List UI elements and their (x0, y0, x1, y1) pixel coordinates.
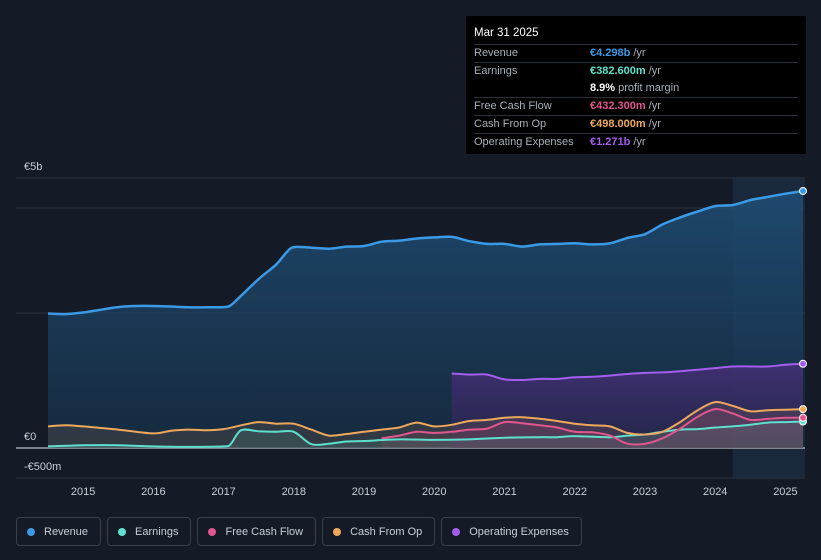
legend-label: Operating Expenses (469, 525, 569, 538)
tooltip-row: Revenue €4.298b/yr (474, 44, 798, 62)
tooltip-row-value: 8.9% (590, 82, 616, 94)
legend-dot-icon (333, 527, 342, 536)
y-label-top: €5b (24, 161, 42, 173)
legend-item-earnings[interactable]: Earnings (107, 517, 192, 546)
tooltip-row-value: €382.600m (590, 65, 646, 77)
legend: Revenue Earnings Free Cash Flow Cash From O… (16, 517, 582, 546)
tooltip-row-label: Earnings (474, 65, 518, 77)
x-tick-label: 2017 (211, 486, 235, 498)
legend-dot-icon (452, 527, 461, 536)
tooltip-row: Cash From Op €498.000m/yr (474, 115, 798, 133)
chart-area: €5b €0 -€500m 2015 2016 2017 2018 2019 2020 20… (16, 161, 807, 498)
end-dot-revenue (799, 186, 807, 195)
tooltip-row: 8.9% profit margin (474, 80, 798, 97)
y-label-zero: €0 (24, 431, 36, 443)
tooltip-row-value: €432.300m (590, 100, 646, 112)
tooltip-row-value: €1.271b (590, 136, 631, 148)
area-earnings (48, 421, 803, 448)
tooltip-row-label: Operating Expenses (474, 136, 574, 148)
tooltip-date: Mar 31 2025 (474, 27, 539, 39)
tooltip-row-unit: /yr (633, 136, 646, 148)
tooltip-row: Earnings €382.600m/yr (474, 62, 798, 80)
x-tick-label: 2025 (773, 486, 797, 498)
tooltip-row-label: Free Cash Flow (474, 100, 552, 112)
tooltip-row-label: Cash From Op (474, 118, 547, 130)
x-tick-label: 2023 (633, 486, 657, 498)
legend-item-revenue[interactable]: Revenue (16, 517, 102, 546)
end-dot-operating-expenses (799, 359, 807, 368)
tooltip-row-unit: /yr (648, 100, 661, 112)
legend-dot-icon (118, 527, 127, 536)
tooltip-row-unit: /yr (648, 118, 661, 130)
tooltip-row-unit: profit margin (618, 82, 680, 94)
x-tick-label: 2015 (71, 486, 95, 498)
tooltip-row: Operating Expenses €1.271b/yr (474, 133, 798, 151)
line-free-cash-flow (381, 408, 804, 446)
tooltip-row-unit: /yr (648, 65, 661, 77)
line-earnings (47, 420, 804, 448)
end-dot-cash-from-op (799, 405, 807, 414)
legend-dot-icon (27, 527, 35, 536)
legend-dot-icon (208, 527, 217, 536)
x-tick-label: 2024 (703, 486, 727, 498)
x-tick-label: 2016 (141, 486, 165, 498)
tooltip-row-label: Revenue (474, 47, 519, 59)
legend-label: Cash From Op (350, 525, 423, 538)
x-tick-label: 2021 (492, 486, 516, 498)
legend-label: Revenue (44, 525, 89, 538)
x-tick-label: 2019 (352, 486, 376, 498)
legend-label: Free Cash Flow (225, 525, 304, 538)
legend-item-operating-expenses[interactable]: Operating Expenses (441, 517, 582, 546)
line-operating-expenses (451, 362, 804, 382)
tooltip-row-value: €498.000m (590, 118, 646, 130)
x-tick-label: 2018 (282, 486, 306, 498)
tooltip-panel: Mar 31 2025 Revenue €4.298b/yr Earnings €38… (466, 16, 806, 154)
legend-label: Earnings (135, 525, 179, 538)
y-label-bottom: -€500m (24, 461, 61, 473)
line-revenue (47, 189, 804, 316)
legend-item-cash-from-op[interactable]: Cash From Op (322, 517, 436, 546)
end-dot-free-cash-flow (799, 413, 807, 422)
x-tick-label: 2020 (422, 486, 446, 498)
tooltip-row-label (474, 80, 590, 97)
x-tick-label: 2022 (563, 486, 587, 498)
tooltip-row: Free Cash Flow €432.300m/yr (474, 97, 798, 115)
legend-item-free-cash-flow[interactable]: Free Cash Flow (197, 517, 317, 546)
tooltip-row-value: €4.298b (590, 47, 631, 59)
tooltip-row-unit: /yr (633, 47, 646, 59)
line-cash-from-op (47, 401, 804, 437)
